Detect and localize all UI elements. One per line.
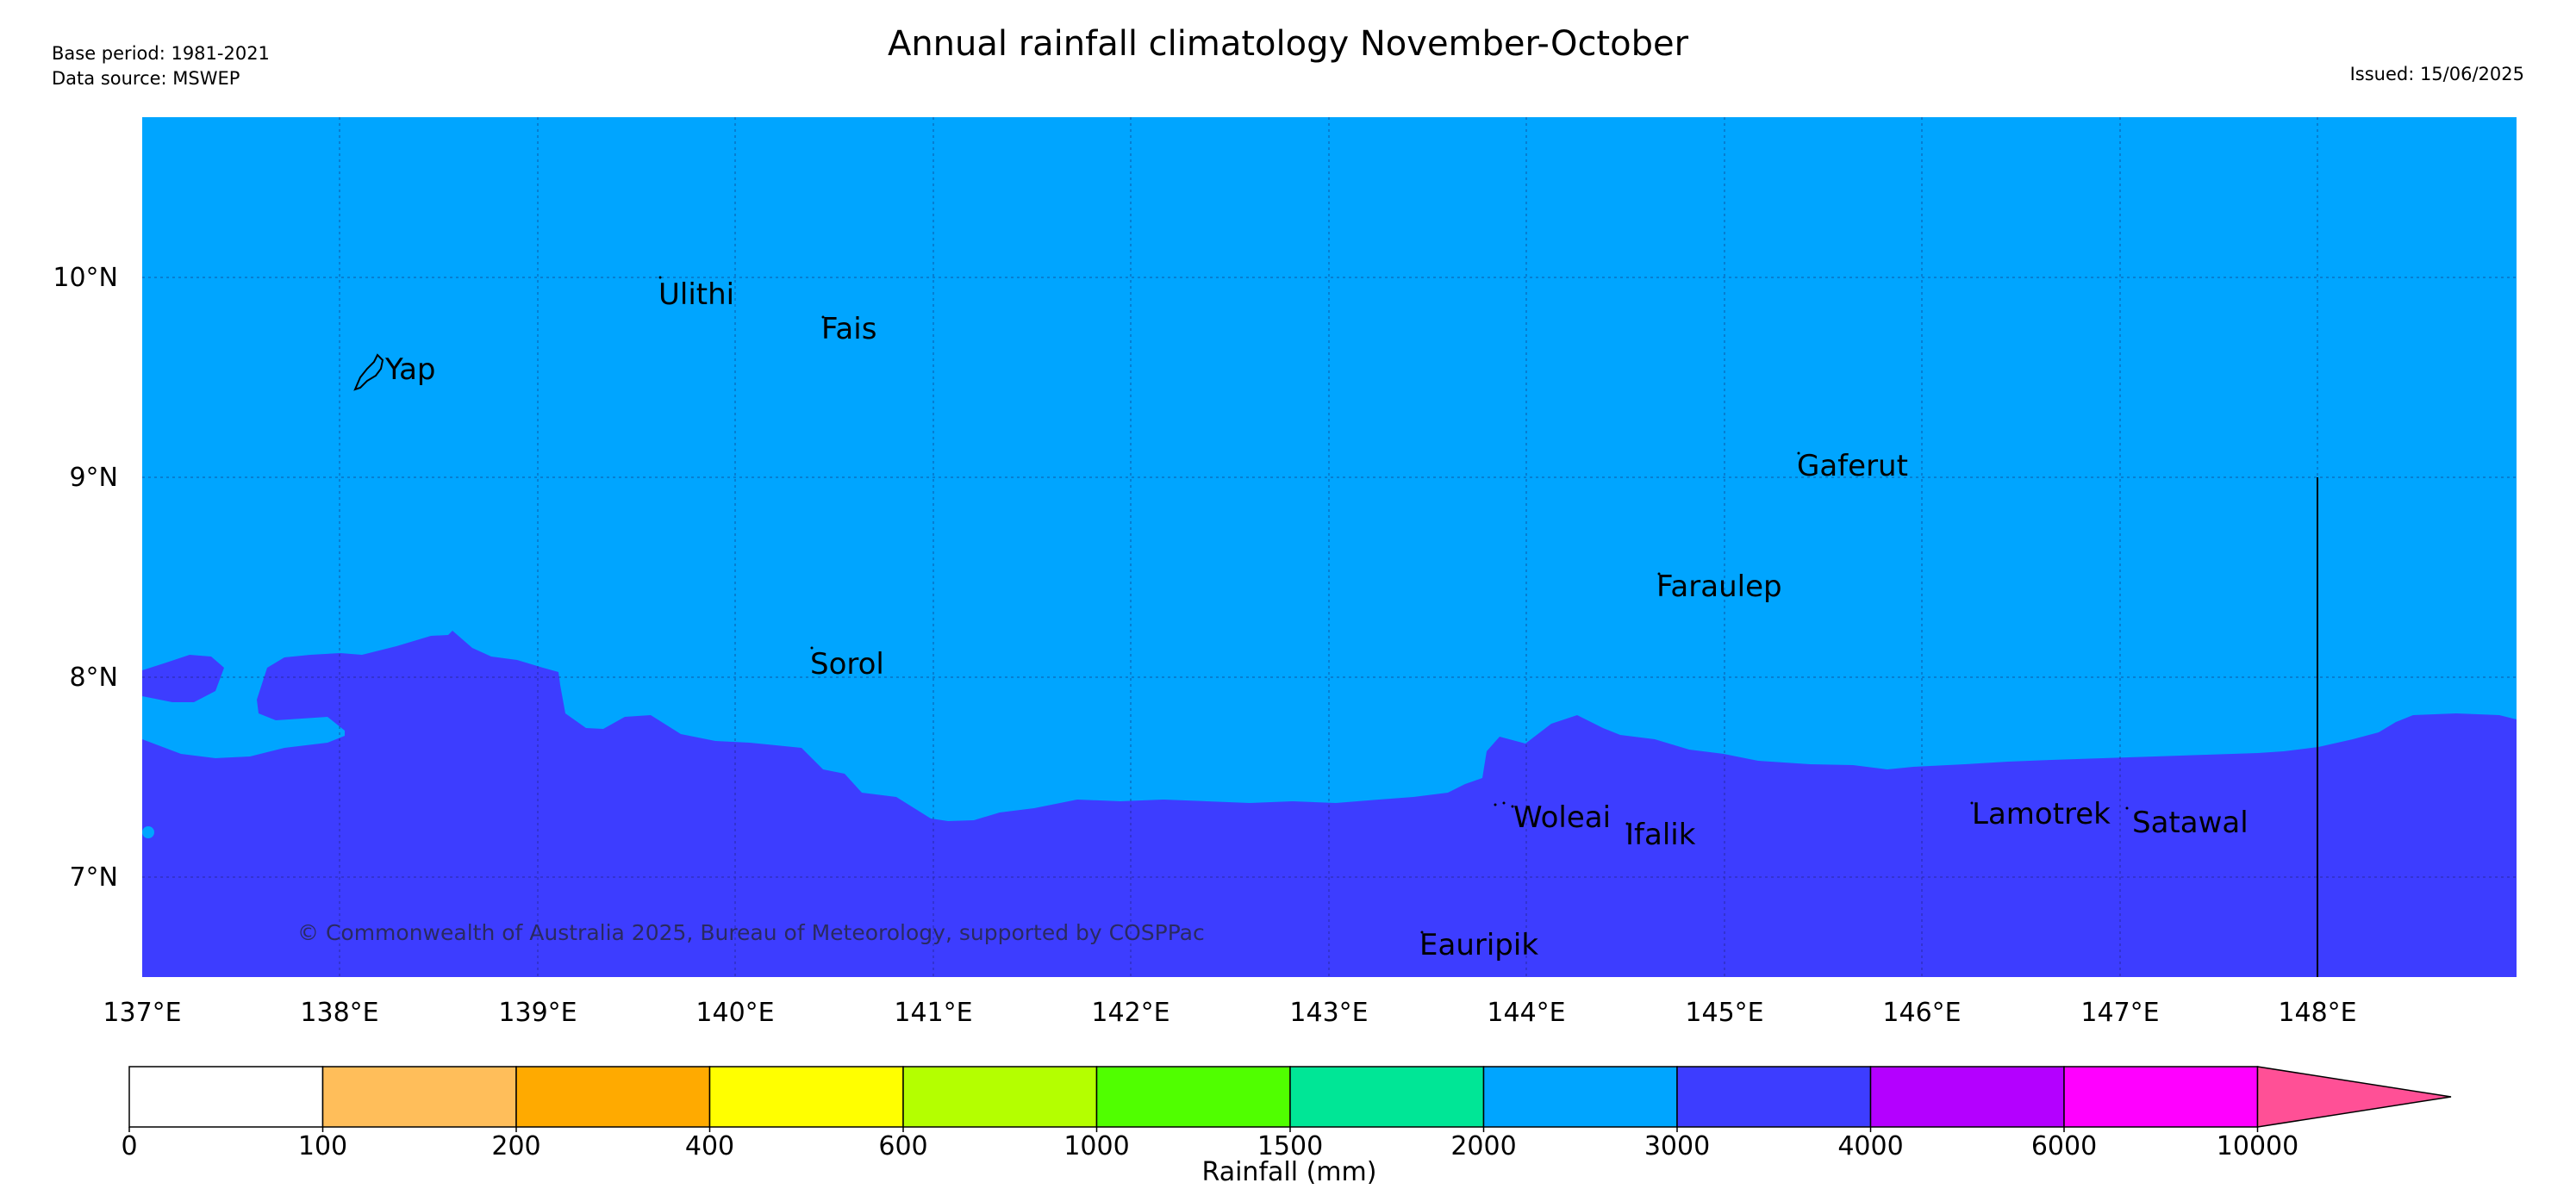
- place-label-sorol: Sorol: [810, 647, 884, 682]
- data-source: Data source: MSWEP: [52, 68, 240, 89]
- colorbar-tick-label: 4000: [1837, 1131, 1903, 1161]
- colorbar-tick-label: 10000: [2217, 1131, 2298, 1161]
- colorbar-segment: [1676, 1066, 1872, 1128]
- colorbar-segment: [515, 1066, 711, 1128]
- colorbar-tick-label: 100: [298, 1131, 347, 1161]
- colorbar-title: Rainfall (mm): [1202, 1157, 1377, 1187]
- rainfall-colorbar: 0 100 200 400 600 1000 1500 2000 3000 4000 6000 100…: [121, 1066, 2452, 1161]
- atoll-markers: [658, 276, 2129, 934]
- yap-island-outline: [353, 353, 384, 391]
- colorbar-segment: [1289, 1066, 1485, 1128]
- lon-label: 142°E: [1091, 998, 1169, 1028]
- place-label-ifalik: Ifalik: [1625, 818, 1696, 852]
- map-panel: Ulithi Fais Yap Gaferut Faraulep Sorol W…: [142, 117, 2517, 977]
- colorbar-tick-label: 1000: [1063, 1131, 1129, 1161]
- lat-label: 7°N: [69, 862, 118, 893]
- small-wet-patch: [142, 826, 154, 838]
- colorbar-tick-label: 200: [491, 1131, 540, 1161]
- colorbar-segment: [128, 1066, 324, 1128]
- colorbar-segment: [1869, 1066, 2065, 1128]
- issued-date: Issued: 15/06/2025: [2349, 64, 2524, 84]
- place-label-yap: Yap: [384, 352, 436, 387]
- lon-label: 147°E: [2080, 998, 2159, 1028]
- place-label-fais: Fais: [821, 312, 876, 346]
- rainfall-zone-3000-4000: [142, 631, 2517, 977]
- lat-label: 8°N: [69, 663, 118, 693]
- place-label-lamotrek: Lamotrek: [1972, 797, 2111, 831]
- lon-label: 138°E: [300, 998, 378, 1028]
- colorbar-tick-label: 0: [121, 1131, 137, 1161]
- colorbar-tick-label: 400: [685, 1131, 734, 1161]
- place-label-woleai: Woleai: [1513, 800, 1611, 835]
- copyright-notice: © Commonwealth of Australia 2025, Bureau…: [297, 920, 1205, 945]
- lon-label: 143°E: [1289, 998, 1368, 1028]
- lat-label: 10°N: [53, 263, 118, 293]
- lon-label: 141°E: [894, 998, 972, 1028]
- colorbar-segment: [708, 1066, 904, 1128]
- place-label-satawal: Satawal: [2132, 806, 2249, 840]
- lon-label: 146°E: [1882, 998, 1961, 1028]
- place-label-eauripik: Eauripik: [1419, 928, 1538, 962]
- colorbar-tick-label: 600: [878, 1131, 927, 1161]
- place-label-ulithi: Ulithi: [658, 277, 734, 312]
- colorbar-extension-arrow: [2256, 1066, 2452, 1128]
- lat-label: 9°N: [69, 463, 118, 493]
- map-title: Annual rainfall climatology November-Oct…: [887, 24, 1689, 64]
- colorbar-tick-label: 1500: [1257, 1131, 1323, 1161]
- lon-label: 145°E: [1685, 998, 1763, 1028]
- colorbar-segment: [1482, 1066, 1678, 1128]
- longitude-labels: 137°E 138°E 139°E 140°E 141°E 142°E 143°…: [103, 998, 2356, 1028]
- lon-label: 139°E: [498, 998, 577, 1028]
- latitude-labels: 10°N 9°N 8°N 7°N: [53, 263, 118, 893]
- colorbar-segment: [2063, 1066, 2259, 1128]
- lon-label: 140°E: [695, 998, 774, 1028]
- colorbar-segment: [1095, 1066, 1291, 1128]
- lon-label: 137°E: [103, 998, 181, 1028]
- base-period: Base period: 1981-2021: [52, 43, 270, 64]
- colorbar-tick-label: 6000: [2031, 1131, 2097, 1161]
- lon-label: 144°E: [1487, 998, 1565, 1028]
- lon-label: 148°E: [2278, 998, 2356, 1028]
- metadata-block: Base period: 1981-2021 Data source: MSWE…: [52, 41, 270, 91]
- place-label-faraulep: Faraulep: [1656, 570, 1782, 604]
- colorbar-segment: [321, 1066, 517, 1128]
- colorbar-tick-label: 2000: [1450, 1131, 1516, 1161]
- colorbar-tick-label: 3000: [1644, 1131, 1710, 1161]
- colorbar-segment: [902, 1066, 1098, 1128]
- place-label-gaferut: Gaferut: [1797, 449, 1908, 483]
